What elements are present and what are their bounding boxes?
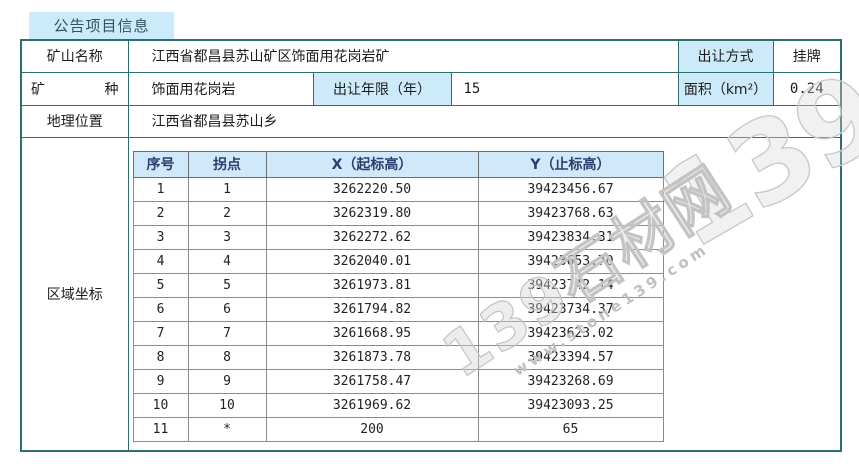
coordinate-cell: 10 <box>187 392 267 418</box>
coordinate-cell: 6 <box>187 296 267 322</box>
row-mineral: 矿种 饰面用花岗岩 出让年限（年） 15 面积（km²） 0.24 <box>20 71 842 106</box>
coordinate-cell: 3 <box>132 224 189 250</box>
coordinate-cell: 39423268.69 <box>477 368 664 394</box>
coordinates-header-row: 序号 拐点 X（起标高） Y（止标高） <box>132 150 664 178</box>
coordinate-cell: 5 <box>132 272 189 298</box>
coordinate-cell: 39423742.14 <box>477 272 664 298</box>
coordinate-cell: 10 <box>132 392 189 418</box>
row-mine-name: 矿山名称 江西省都昌县苏山矿区饰面用花岗岩矿 出让方式 挂牌 <box>20 39 842 73</box>
header-y: Y（止标高） <box>477 150 664 178</box>
coordinate-cell: 11 <box>132 416 189 442</box>
header-x: X（起标高） <box>265 150 479 178</box>
transfer-method-label: 出让方式 <box>677 39 774 73</box>
table-row: 11 * 200 65 <box>132 416 664 442</box>
table-row: 6 6 3261794.82 39423734.37 <box>132 296 664 322</box>
location-value: 江西省都昌县苏山乡 <box>127 104 842 138</box>
coordinate-cell: 6 <box>132 296 189 322</box>
coordinate-cell: 7 <box>187 320 267 346</box>
coordinate-cell: 3261969.62 <box>265 392 479 418</box>
coordinate-cell: 3262319.80 <box>265 200 479 226</box>
coordinate-cell: 3261794.82 <box>265 296 479 322</box>
coordinates-cell: 序号 拐点 X（起标高） Y（止标高） 1 1 3262220.50 39423456… <box>127 136 842 452</box>
table-row: 10 10 3261969.62 39423093.25 <box>132 392 664 418</box>
coordinate-cell: 200 <box>265 416 479 442</box>
table-row: 8 8 3261873.78 39423394.57 <box>132 344 664 370</box>
table-row: 3 3 3262272.62 39423834.31 <box>132 224 664 250</box>
coordinate-cell: 3262220.50 <box>265 176 479 202</box>
mineral-label: 矿种 <box>20 71 129 106</box>
table-row: 9 9 3261758.47 39423268.69 <box>132 368 664 394</box>
row-location: 地理位置 江西省都昌县苏山乡 <box>20 104 842 138</box>
coordinate-cell: 9 <box>132 368 189 394</box>
area-label: 面积（km²） <box>677 71 774 106</box>
coordinate-cell: 2 <box>132 200 189 226</box>
mineral-value: 饰面用花岗岩 <box>127 71 314 106</box>
coordinate-cell: 3261873.78 <box>265 344 479 370</box>
row-coordinates: 区域坐标 序号 拐点 X（起标高） Y（止标高） <box>20 136 842 452</box>
table-row: 5 5 3261973.81 39423742.14 <box>132 272 664 298</box>
coordinate-cell: 4 <box>132 248 189 274</box>
coordinate-cell: 8 <box>132 344 189 370</box>
coordinate-cell: 5 <box>187 272 267 298</box>
coordinate-cell: * <box>187 416 267 442</box>
coordinate-cell: 65 <box>477 416 664 442</box>
coordinate-cell: 39423093.25 <box>477 392 664 418</box>
coordinate-cell: 3261668.95 <box>265 320 479 346</box>
coordinate-cell: 39423394.57 <box>477 344 664 370</box>
tab-announcement-info[interactable]: 公告项目信息 <box>29 12 174 40</box>
mine-name-label: 矿山名称 <box>20 39 129 73</box>
location-label: 地理位置 <box>20 104 129 138</box>
project-info-table: 矿山名称 江西省都昌县苏山矿区饰面用花岗岩矿 出让方式 挂牌 矿种 饰面用花岗岩… <box>20 39 843 452</box>
coordinate-cell: 39423456.67 <box>477 176 664 202</box>
header-point: 拐点 <box>187 150 267 178</box>
table-row: 4 4 3262040.01 39423653.70 <box>132 248 664 274</box>
coordinate-cell: 39423734.37 <box>477 296 664 322</box>
coordinate-cell: 3262272.62 <box>265 224 479 250</box>
coordinate-cell: 39423623.02 <box>477 320 664 346</box>
coordinate-cell: 3262040.01 <box>265 248 479 274</box>
transfer-years-label: 出让年限（年） <box>312 71 452 106</box>
header-seq: 序号 <box>132 150 189 178</box>
coordinate-cell: 39423834.31 <box>477 224 664 250</box>
coordinates-tbody: 1 1 3262220.50 39423456.67 2 2 3262319.80 39423… <box>132 176 664 442</box>
transfer-years-value: 15 <box>450 71 679 106</box>
coordinates-label: 区域坐标 <box>20 136 129 452</box>
coordinates-table: 序号 拐点 X（起标高） Y（止标高） 1 1 3262220.50 39423456… <box>132 150 664 442</box>
coordinate-cell: 3 <box>187 224 267 250</box>
table-row: 1 1 3262220.50 39423456.67 <box>132 176 664 202</box>
coordinate-cell: 39423653.70 <box>477 248 664 274</box>
coordinate-cell: 7 <box>132 320 189 346</box>
table-row: 7 7 3261668.95 39423623.02 <box>132 320 664 346</box>
coordinate-cell: 8 <box>187 344 267 370</box>
coordinate-cell: 39423768.63 <box>477 200 664 226</box>
coordinate-cell: 1 <box>132 176 189 202</box>
coordinate-cell: 3261758.47 <box>265 368 479 394</box>
transfer-method-value: 挂牌 <box>772 39 842 73</box>
coordinate-cell: 3261973.81 <box>265 272 479 298</box>
coordinate-cell: 9 <box>187 368 267 394</box>
table-row: 2 2 3262319.80 39423768.63 <box>132 200 664 226</box>
coordinate-cell: 4 <box>187 248 267 274</box>
coordinate-cell: 1 <box>187 176 267 202</box>
coordinate-cell: 2 <box>187 200 267 226</box>
area-value: 0.24 <box>772 71 842 106</box>
mine-name-value: 江西省都昌县苏山矿区饰面用花岗岩矿 <box>127 39 679 73</box>
